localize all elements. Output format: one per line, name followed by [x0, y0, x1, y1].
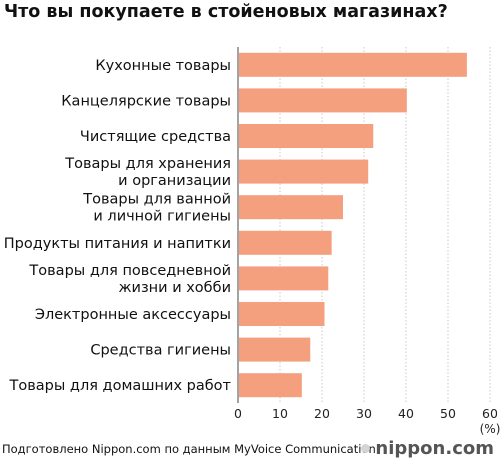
category-label: жизни и хобби	[118, 280, 231, 296]
category-label: Товары для ванной	[82, 192, 231, 208]
bar	[239, 266, 329, 291]
brand-text: nippon.com	[375, 438, 494, 459]
x-tick-label: 10	[272, 406, 288, 421]
x-tick-label: 20	[314, 406, 330, 421]
bar	[239, 159, 369, 184]
bar	[239, 373, 302, 398]
category-label: Продукты питания и напитки	[4, 236, 231, 252]
bar	[239, 302, 325, 326]
x-tick-label: 0	[234, 406, 242, 421]
bar	[239, 124, 374, 148]
chart-title: Что вы покупаете в стойеновых магазинах?	[4, 2, 448, 22]
bar	[239, 88, 407, 113]
category-label: и личной гигиены	[93, 209, 231, 225]
category-label: Средства гигиены	[90, 343, 231, 359]
brand-dot-icon	[361, 444, 371, 453]
category-label: Товары для хранения	[64, 156, 231, 172]
bar	[239, 337, 311, 362]
category-label: Товары для домашних работ	[9, 378, 232, 394]
source-note: Подготовлено Nippon.com по данным MyVoic…	[2, 442, 376, 456]
category-label: Чистящие средства	[80, 129, 231, 145]
category-label: Кухонные товары	[95, 58, 231, 74]
category-label: Канцелярские товары	[61, 93, 231, 109]
bar	[239, 52, 467, 77]
x-unit-label: (%)	[480, 422, 500, 436]
category-label: Электронные аксессуары	[35, 307, 231, 323]
x-tick-label: 30	[356, 406, 372, 421]
x-tick-label: 50	[440, 406, 456, 421]
category-label: Товары для повседневной	[28, 263, 231, 279]
brand-logo: nippon.com	[361, 438, 494, 459]
bar	[239, 230, 332, 255]
category-label: и организации	[118, 173, 231, 189]
x-tick-label: 40	[398, 406, 414, 421]
x-tick-label: 60	[482, 406, 498, 421]
bar	[239, 195, 343, 220]
